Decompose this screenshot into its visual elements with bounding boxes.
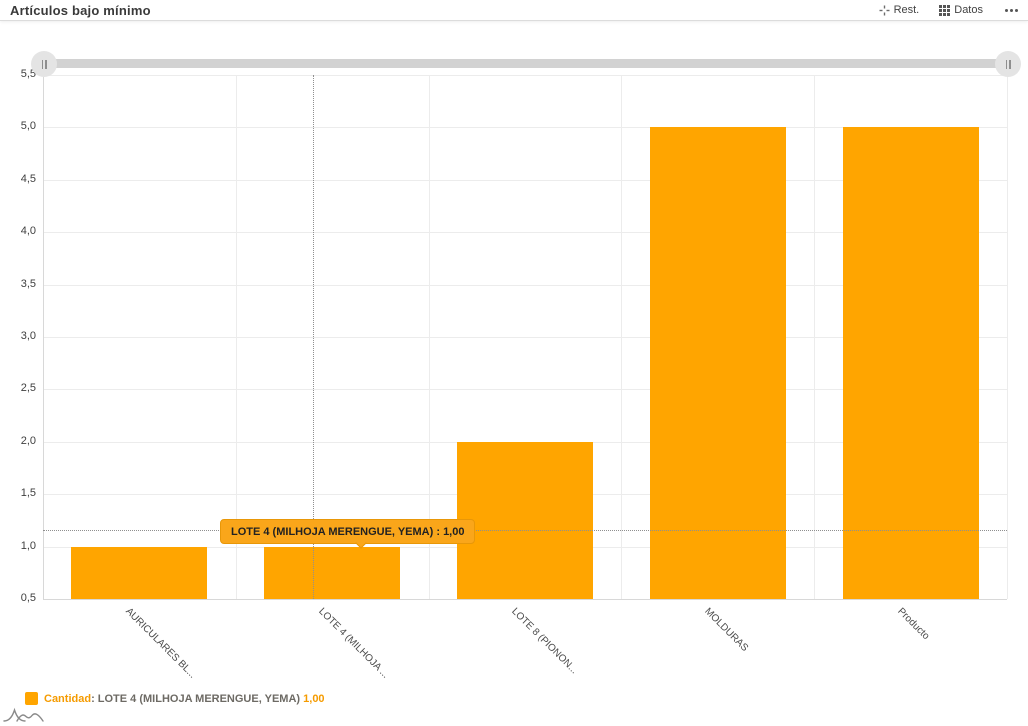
header-actions: Rest. Datos xyxy=(879,4,1020,16)
datos-button-label: Datos xyxy=(954,4,983,16)
reset-button-label: Rest. xyxy=(893,4,920,16)
gridline-vertical xyxy=(235,75,237,599)
slider-handle-right[interactable] xyxy=(995,51,1021,77)
y-axis-tick-label: 0,5 xyxy=(20,592,36,604)
bar[interactable] xyxy=(71,546,208,599)
plot-area xyxy=(43,75,1008,600)
gridline-horizontal xyxy=(43,75,1007,76)
legend-item[interactable]: Cantidad: LOTE 4 (MILHOJA MERENGUE, YEMA… xyxy=(25,692,325,705)
table-grid-icon xyxy=(939,4,951,16)
legend-series-name: Cantidad xyxy=(44,692,92,705)
double-bar-icon xyxy=(41,59,43,69)
gridline-horizontal xyxy=(43,179,1007,181)
x-axis-category-label: Producto xyxy=(894,606,931,643)
y-axis-tick-label: 3,0 xyxy=(20,330,36,342)
y-axis-tick-label: 1,0 xyxy=(20,539,36,552)
gridline-vertical xyxy=(43,75,44,599)
gridline-vertical xyxy=(814,75,816,599)
header: Artículos bajo mínimo Rest. xyxy=(0,0,1028,21)
reset-button[interactable]: Rest. xyxy=(879,4,920,16)
bar[interactable] xyxy=(264,546,401,599)
gridline-vertical xyxy=(1007,75,1008,599)
x-axis-category-label: MOLDURAS xyxy=(702,606,750,654)
y-axis-tick-label: 1,5 xyxy=(20,487,36,500)
slider-track[interactable] xyxy=(44,59,1008,68)
ellipsis-icon xyxy=(1005,8,1008,12)
gridline-horizontal xyxy=(43,599,1007,600)
gridline-horizontal xyxy=(43,232,1007,234)
bar[interactable] xyxy=(457,441,593,599)
x-axis-category-label: LOTE 4 (MILHOJA ... xyxy=(316,606,391,681)
tooltip: LOTE 4 (MILHOJA MERENGUE, YEMA) : 1,00 xyxy=(220,519,476,549)
gridline-vertical xyxy=(621,75,623,599)
gridline-horizontal xyxy=(43,127,1007,129)
slider-handle-left[interactable] xyxy=(31,51,57,77)
legend-text: Cantidad: LOTE 4 (MILHOJA MERENGUE, YEMA… xyxy=(44,693,325,705)
crosshair-horizontal-line xyxy=(43,530,1007,531)
crosshair-vertical-line xyxy=(313,75,314,599)
y-axis-tick-label: 2,5 xyxy=(20,382,36,395)
gridline-horizontal xyxy=(43,337,1007,338)
bar[interactable] xyxy=(649,127,786,599)
split-crosshair-icon xyxy=(879,5,890,16)
y-axis-tick-label: 4,5 xyxy=(20,172,36,185)
legend-point-value: 1,00 xyxy=(303,692,325,705)
distribution-curves-icon[interactable] xyxy=(3,707,49,723)
page-title: Artículos bajo mínimo xyxy=(10,2,151,18)
x-axis-category-label: LOTE 8 (PIONON... xyxy=(509,606,580,677)
range-slider xyxy=(0,48,1028,80)
more-menu-button[interactable] xyxy=(1003,7,1020,14)
tooltip-text: LOTE 4 (MILHOJA MERENGUE, YEMA) : 1,00 xyxy=(231,525,465,538)
gridline-vertical xyxy=(428,75,430,599)
legend-point-label: : LOTE 4 (MILHOJA MERENGUE, YEMA) xyxy=(91,692,304,705)
gridline-horizontal xyxy=(43,284,1007,286)
datos-button[interactable]: Datos xyxy=(939,4,983,16)
y-axis-tick-label: 3,5 xyxy=(20,277,36,290)
y-axis-tick-label: 4,0 xyxy=(20,225,36,238)
y-axis-tick-label: 5,0 xyxy=(20,120,36,133)
gridline-horizontal xyxy=(43,389,1007,391)
bar[interactable] xyxy=(842,127,979,599)
y-axis-tick-label: 2,0 xyxy=(20,434,36,447)
x-axis-category-label: AURICULARES BL... xyxy=(123,606,199,681)
legend-swatch xyxy=(25,692,38,705)
double-bar-icon xyxy=(1005,59,1007,69)
